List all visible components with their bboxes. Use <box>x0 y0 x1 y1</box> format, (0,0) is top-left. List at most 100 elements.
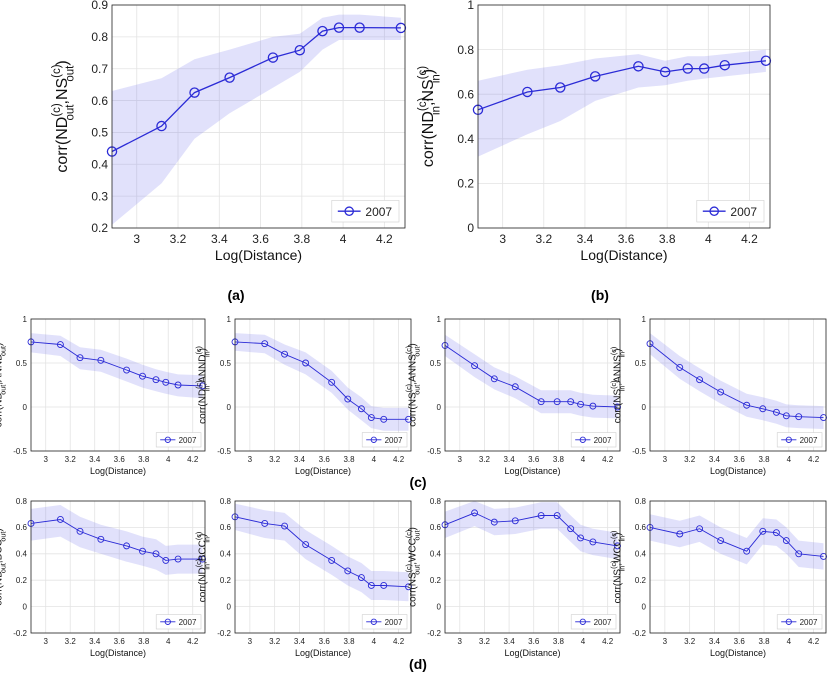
data-point <box>553 512 561 519</box>
data-point <box>522 86 533 98</box>
x-tick-label: 3 <box>663 637 668 646</box>
data-point <box>302 359 310 367</box>
x-axis-label: Log(Distance) <box>90 466 146 476</box>
y-tick-label: 0.8 <box>635 497 647 506</box>
data-point <box>123 542 131 550</box>
x-tick-label: 3.8 <box>659 232 676 246</box>
x-tick-label: 4.2 <box>741 232 758 246</box>
x-tick-label: 3.4 <box>294 455 306 464</box>
x-tick-label: 3 <box>43 637 48 646</box>
plot-area <box>445 319 620 451</box>
chart-panel-c3: 3 3.2 3.4 3.6 3.8 4 4.2 -0.5 0 0.5 1 2007 Log(Distan… <box>404 315 621 476</box>
data-point <box>698 63 710 74</box>
y-tick-label: 0.6 <box>91 94 108 108</box>
data-point <box>76 527 84 535</box>
y-tick-label: 0.6 <box>16 523 28 532</box>
y-tick-label: 0.6 <box>457 87 474 101</box>
y-tick-label: 0 <box>227 403 232 412</box>
plot-area <box>650 501 826 633</box>
data-point <box>772 529 780 537</box>
data-point <box>537 512 545 519</box>
data-point <box>357 574 365 582</box>
data-point <box>189 87 200 98</box>
data-point <box>152 376 160 384</box>
data-point <box>696 376 704 384</box>
data-point <box>367 582 375 589</box>
y-tick-label: 0 <box>437 602 442 611</box>
data-point <box>743 401 751 409</box>
x-tick-label: 3.2 <box>65 455 77 464</box>
x-tick-label: 4.2 <box>393 455 405 464</box>
data-point <box>511 517 519 525</box>
data-point <box>162 378 170 386</box>
legend-label: 2007 <box>730 205 757 219</box>
x-axis-label: Log(Distance) <box>295 466 351 476</box>
confidence-band <box>112 14 401 225</box>
data-point <box>123 366 131 374</box>
data-point <box>302 541 310 549</box>
legend-label: 2007 <box>385 436 403 445</box>
data-point <box>199 382 206 390</box>
y-tick-label: 0.7 <box>91 62 108 76</box>
y-tick-label: 0 <box>23 403 28 412</box>
data-point <box>380 415 388 423</box>
chart-panel-c1: 3 3.2 3.4 3.6 3.8 4 4.2 -0.5 0 0.5 1 2007 Log(Distan… <box>0 315 206 476</box>
chart-panel-a: 3 3.2 3.4 3.6 3.8 4 4.2 0.2 0.3 0.4 0.5 0.6 0.7 0.8 0.… <box>51 0 407 263</box>
x-tick-label: 3.6 <box>319 455 331 464</box>
data-point <box>344 395 352 403</box>
x-tick-label: 3.4 <box>709 455 721 464</box>
x-tick-label: 4 <box>581 637 586 646</box>
y-axis-label: corr(ND(c)out​,BCC(c)out​) <box>0 528 8 605</box>
y-tick-label: 0.4 <box>91 157 108 171</box>
data-point <box>553 398 561 406</box>
y-tick-label: 0.2 <box>220 576 232 585</box>
x-tick-label: 3.6 <box>319 637 331 646</box>
data-point <box>589 538 597 546</box>
legend-box <box>331 200 400 223</box>
x-tick-label: 3 <box>133 232 140 246</box>
data-point <box>281 522 289 530</box>
x-tick-label: 3.2 <box>65 637 77 646</box>
data-point <box>380 582 388 589</box>
y-tick-label: 0 <box>23 602 28 611</box>
y-tick-label: 0.5 <box>16 359 28 368</box>
confidence-band <box>31 505 203 575</box>
y-axis-label: corr(ND(c)out​,ANND(c)out​) <box>0 343 8 428</box>
x-tick-label: 3.8 <box>138 637 150 646</box>
chart-panel-d1: 3 3.2 3.4 3.6 3.8 4 4.2 -0.2 0 0.2 0.4 0.6 0.8 2007 Lo… <box>0 497 206 658</box>
data-point <box>759 405 767 413</box>
series-line-2007 <box>477 60 766 111</box>
legend-box <box>696 200 765 223</box>
y-tick-label: 0.4 <box>457 132 474 146</box>
y-tick-label: -0.5 <box>217 447 231 456</box>
y-tick-label: 0.8 <box>457 43 474 57</box>
legend-box <box>361 614 408 630</box>
x-tick-label: 4.2 <box>393 637 405 646</box>
x-tick-label: 3.4 <box>577 232 594 246</box>
data-point <box>354 22 365 33</box>
chart-panel-c4: 3 3.2 3.4 3.6 3.8 4 4.2 -0.5 0 0.5 1 2007 Log(Distan… <box>609 315 827 476</box>
y-tick-label: -0.2 <box>632 629 646 638</box>
y-tick-label: 0 <box>227 602 232 611</box>
legend-marker <box>164 436 171 443</box>
legend-box <box>155 432 202 448</box>
data-point <box>405 583 412 591</box>
x-tick-label: 4 <box>581 455 586 464</box>
data-point <box>344 567 352 575</box>
axes-frame <box>649 500 827 634</box>
y-tick-label: 0.6 <box>635 523 647 532</box>
data-point <box>317 25 328 37</box>
x-tick-label: 3.4 <box>211 232 228 246</box>
x-tick-label: 4.2 <box>808 637 820 646</box>
charts-layer: 3 3.2 3.4 3.6 3.8 4 4.2 0.2 0.3 0.4 0.5 0.6 0.7 0.8 0.… <box>0 0 827 658</box>
x-tick-label: 3.6 <box>734 455 746 464</box>
x-tick-label: 3.6 <box>114 637 126 646</box>
plot-area <box>112 5 405 228</box>
data-point <box>717 537 725 545</box>
confidence-band <box>235 333 409 431</box>
y-tick-label: 0.6 <box>220 523 232 532</box>
legend-label: 2007 <box>594 436 612 445</box>
data-point <box>56 341 64 348</box>
data-point <box>717 388 725 396</box>
data-point <box>224 72 235 83</box>
